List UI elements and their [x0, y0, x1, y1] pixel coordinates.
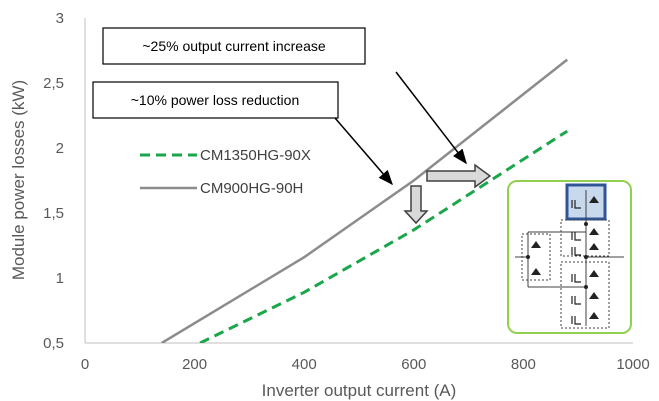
right-block-arrow: [426, 163, 492, 189]
series-layer: [161, 58, 569, 343]
series-line-cm900hg-90h: [161, 58, 569, 343]
legend: CM1350HG-90X CM900HG-90H: [140, 147, 311, 197]
annotation-loss-reduction-text: ~10% power loss reduction: [131, 92, 300, 108]
y-tick-label: 0,5: [43, 335, 64, 352]
reference-arrows: [403, 163, 492, 225]
y-tick-label: 1: [56, 270, 64, 287]
series-line-cm1350hg-90x: [199, 129, 569, 343]
y-tick-label: 1,5: [43, 205, 64, 222]
annotation-current-increase-text: ~25% output current increase: [142, 38, 325, 54]
y-axis-title: Module power losses (kW): [9, 80, 28, 280]
y-tick-label: 2,5: [43, 75, 64, 92]
x-tick-label: 200: [182, 356, 207, 373]
x-axis-title: Inverter output current (A): [262, 381, 457, 400]
x-tick-label: 1000: [616, 356, 649, 373]
legend-label-cm1350: CM1350HG-90X: [200, 147, 311, 164]
pointer-current-increase: [395, 71, 467, 165]
legend-item-cm900: CM900HG-90H: [140, 180, 303, 197]
axes: [84, 18, 633, 344]
pointer-loss-reduction: [334, 117, 393, 186]
x-tick-label: 0: [81, 356, 89, 373]
module-schematic-inset: [507, 180, 632, 334]
down-block-arrow: [403, 185, 429, 225]
legend-label-cm900: CM900HG-90H: [200, 180, 303, 197]
x-tick-label: 600: [401, 356, 426, 373]
x-tick-label: 800: [511, 356, 536, 373]
legend-item-cm1350: CM1350HG-90X: [140, 147, 311, 164]
annotation-loss-reduction: ~10% power loss reduction: [92, 81, 339, 119]
x-tick-labels: 0 200 400 600 800 1000: [81, 356, 650, 373]
x-tick-label: 400: [292, 356, 317, 373]
y-tick-label: 2: [56, 140, 64, 157]
annotation-current-increase: ~25% output current increase: [102, 27, 366, 65]
callout-pointers: [334, 71, 467, 186]
y-tick-labels: 0,5 1 1,5 2 2,5 3: [43, 10, 64, 352]
y-tick-label: 3: [56, 10, 64, 27]
